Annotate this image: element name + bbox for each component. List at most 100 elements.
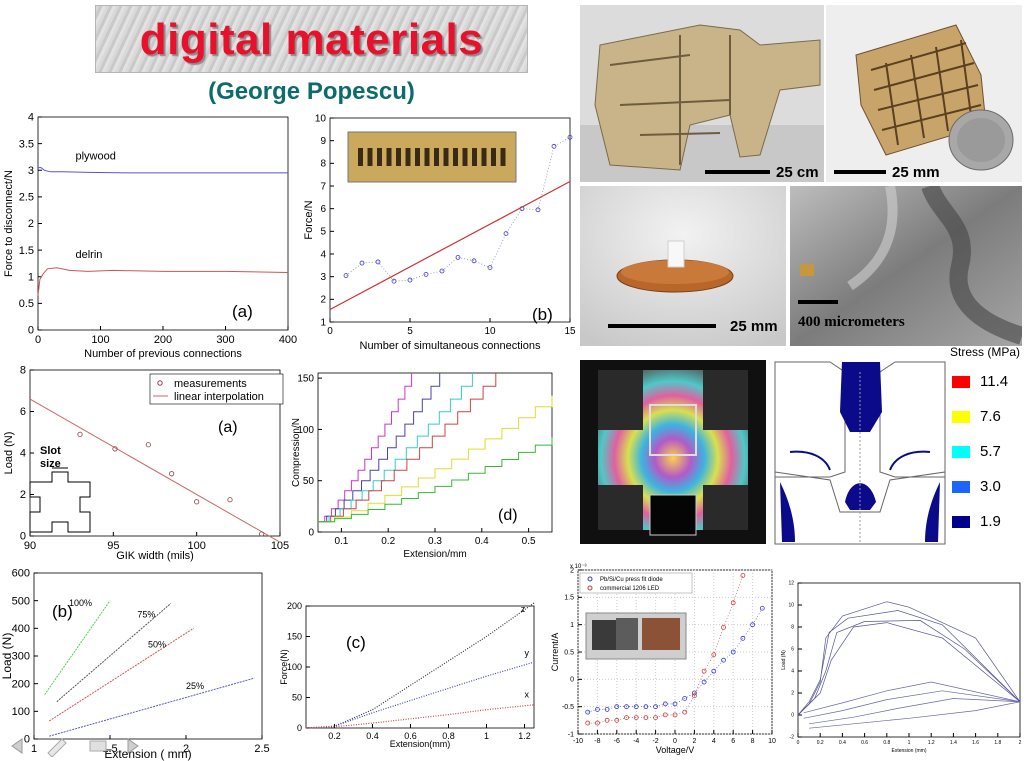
x-tick-label: 10 xyxy=(768,738,776,745)
iv-point xyxy=(604,717,610,723)
slot-diagram xyxy=(29,471,91,533)
iv-point xyxy=(624,715,629,721)
x-tick-label: -8 xyxy=(594,738,600,745)
y-tick-label: 100 xyxy=(297,425,314,436)
menu-icon[interactable] xyxy=(89,740,107,752)
chart-load-extension-cycles: 0 0.2 0.4 0.6 0.8 1 1.2 1.4 1.6 1.8 2-2024681012Ex… xyxy=(781,581,1022,754)
y-axis-label: Compression/N xyxy=(291,418,302,487)
measurement-point xyxy=(375,259,381,265)
y-tick-label: 0.5 xyxy=(564,649,574,656)
x-axis-label: GIK width (mils) xyxy=(116,550,194,562)
plot-frame xyxy=(37,116,289,331)
iv-point xyxy=(711,652,717,658)
inset-slot xyxy=(377,148,382,166)
photo-penny: 25 mm xyxy=(580,186,786,346)
inset-slot xyxy=(396,148,401,166)
y-tick-label: 3.5 xyxy=(19,138,34,150)
series-label-delrin: delrin xyxy=(76,249,103,261)
inset-slot xyxy=(453,148,458,166)
x-tick-label: 0.4 xyxy=(366,731,379,741)
iv-point xyxy=(682,709,688,715)
x-tick-label: 0 xyxy=(797,740,800,746)
y-tick-label: 6 xyxy=(320,204,326,215)
y-tick-label: 600 xyxy=(12,568,30,580)
interp-line xyxy=(29,398,281,543)
y-tick-label: 2.5 xyxy=(19,192,34,204)
y-tick-label: 4 xyxy=(320,249,326,260)
panel-label: (a) xyxy=(218,419,238,436)
y-tick-label: 1 xyxy=(28,271,34,283)
measurement-point xyxy=(407,277,413,283)
measurement-point xyxy=(194,499,200,505)
chart-current-voltage: -10 -8 -6 -4 -2 0 2 4 6 8 10-1-0.500.511.52Voltage… xyxy=(550,564,776,755)
next-slide-icon[interactable] xyxy=(127,738,139,754)
y-tick-label: 3 xyxy=(28,165,34,177)
y-tick-label: 100 xyxy=(287,662,302,672)
curve-label: 50% xyxy=(148,640,166,650)
curve-label: 75% xyxy=(137,609,155,619)
chart-load-gik-width: 90 95 100 105 0 2 4 6 8 GIK width (mils) Load (N) (… xyxy=(3,365,289,562)
y-tick-label: 12 xyxy=(788,581,794,587)
x-tick-label: 2.5 xyxy=(254,743,269,755)
iv-point xyxy=(653,715,658,721)
y-tick-label: 4 xyxy=(28,112,34,124)
measurement-point xyxy=(359,260,365,266)
chart-force-extension-xyz: 0.2 0.4 0.6 0.8 1 1.2 0 50 100 150 200 Extension(mm… xyxy=(279,601,535,749)
compression-curve xyxy=(318,373,497,523)
x-tick-label: 105 xyxy=(271,540,289,552)
curve-label: y xyxy=(525,648,530,658)
x-tick-label: 0.2 xyxy=(817,740,824,746)
x-tick-label: 0.8 xyxy=(442,731,455,741)
stress-legend-entry: 3.0 xyxy=(952,478,1024,495)
y-tick-label: -2 xyxy=(790,735,795,741)
x-tick-label: 1.2 xyxy=(518,731,531,741)
y-tick-label: 500 xyxy=(12,595,30,607)
fit-line xyxy=(329,180,571,311)
inset-slot xyxy=(443,148,449,166)
x-tick-label: 200 xyxy=(154,334,172,346)
exponent-label: x 10⁻³ xyxy=(570,564,587,570)
y-tick-label: 2 xyxy=(320,295,326,306)
measurement-point xyxy=(145,442,151,448)
load-cycle-up xyxy=(797,622,1021,716)
x-tick-label: -2 xyxy=(652,738,658,745)
x-tick-label: 1 xyxy=(908,740,911,746)
photo-lattice-coin: 25 mm xyxy=(826,5,1022,182)
x-tick-label: 300 xyxy=(216,334,234,346)
stress-legend: Stress (MPa) 11.4 7.6 5.7 3.0 1.9 xyxy=(946,345,1024,555)
load-curve xyxy=(48,627,194,722)
prev-slide-icon[interactable] xyxy=(11,738,23,754)
legend-label: linear interpolation xyxy=(174,391,264,403)
panel-label: (b) xyxy=(52,602,73,621)
load-cycle-down xyxy=(809,701,1021,729)
photo-micro-scale: 400 micrometers xyxy=(790,186,1022,346)
y-tick-label: 3 xyxy=(320,272,326,283)
measurement-point xyxy=(112,446,118,452)
y-tick-label: 10 xyxy=(788,603,794,609)
iv-point xyxy=(662,701,668,707)
x-tick-label: 95 xyxy=(107,540,119,552)
x-tick-label: -10 xyxy=(573,738,583,745)
x-tick-label: 0.8 xyxy=(883,740,890,746)
y-tick-label: 1 xyxy=(570,622,574,629)
slide-nav[interactable] xyxy=(10,735,140,757)
iv-point xyxy=(730,649,736,655)
y-axis-label: Force(N) xyxy=(279,649,289,685)
delrin-line xyxy=(37,267,289,296)
measurement-point xyxy=(423,271,429,277)
plot-frame xyxy=(317,372,553,533)
y-tick-label: 0 xyxy=(791,713,794,719)
y-tick-label: 0 xyxy=(570,677,574,684)
stress-legend-label: 5.7 xyxy=(980,443,1001,460)
y-tick-label: 100 xyxy=(12,706,30,718)
y-tick-label: 10 xyxy=(315,113,327,124)
y-tick-label: 200 xyxy=(12,678,30,690)
stress-legend-label: 3.0 xyxy=(980,478,1001,495)
pen-icon[interactable] xyxy=(47,738,67,757)
stress-legend-label: 11.4 xyxy=(980,373,1009,390)
load-cycle-down xyxy=(809,698,1021,725)
legend-label: Pb/Si/Cu press fit diode xyxy=(600,577,663,583)
slide-title: digital materials xyxy=(139,15,484,64)
measurement-point xyxy=(259,531,265,537)
iv-point xyxy=(585,709,591,715)
